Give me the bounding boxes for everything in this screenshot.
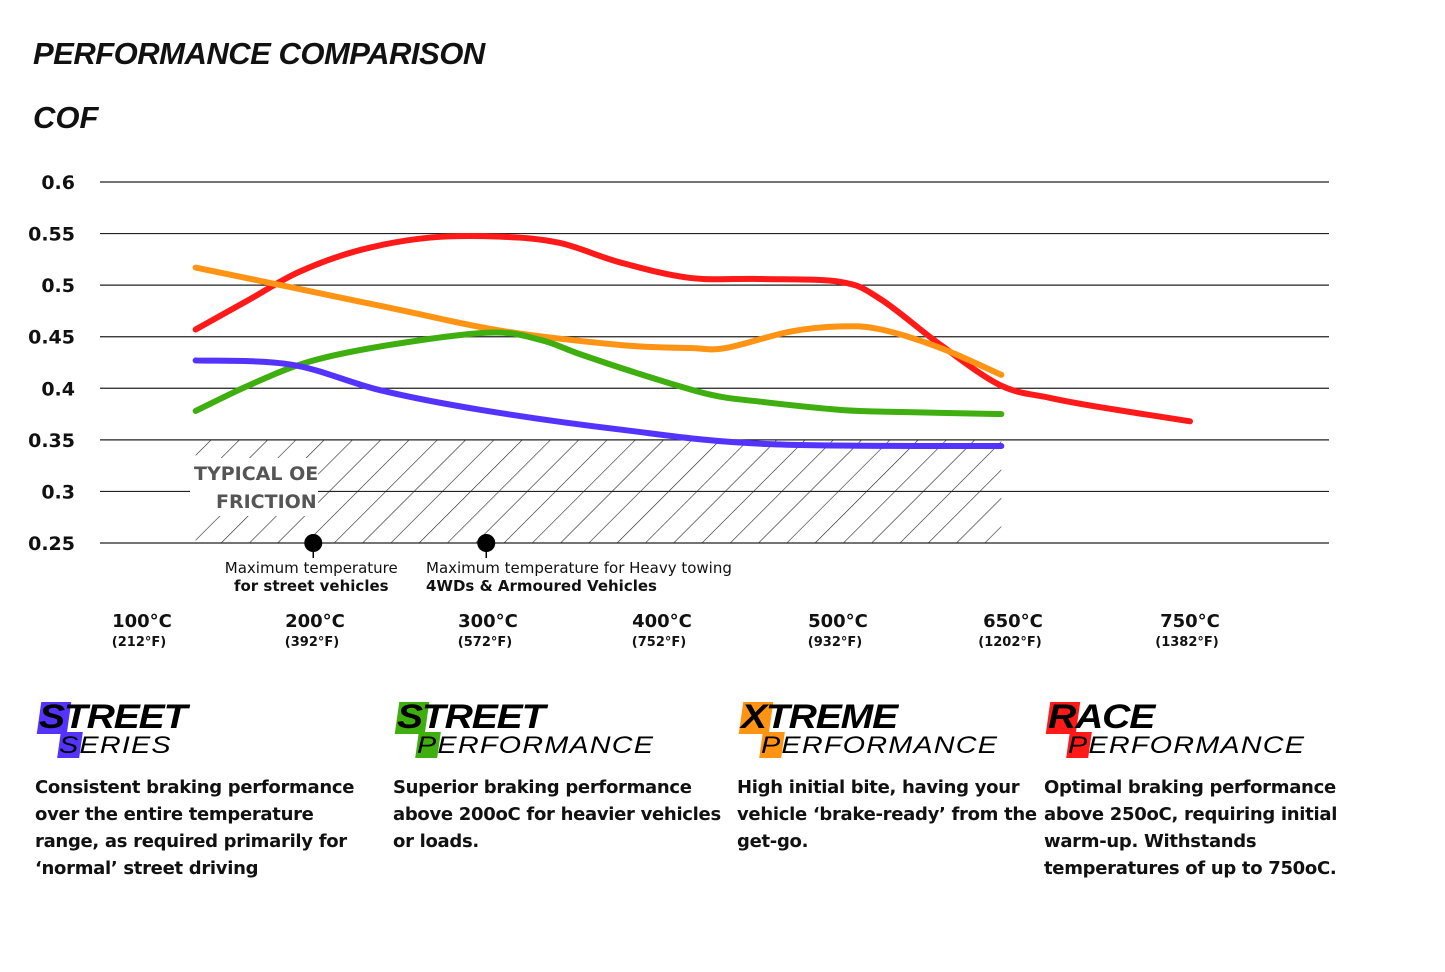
x-tick-label: 400°C [632,611,692,632]
logo-word-2: SERIES [59,732,172,759]
y-tick-label: 0.6 [41,172,75,194]
x-tick-label: 200°C [285,611,345,632]
y-tick-label: 0.25 [28,533,75,555]
legend-description: High initial bite, having your vehicle ‘… [737,777,1037,852]
logo-word-1: RACE [1048,698,1155,736]
series-line-2 [192,329,1005,418]
y-tick-label: 0.3 [41,481,75,503]
region-label-bg [190,458,318,516]
y-tick-label: 0.35 [28,430,75,452]
product-logo: RACE PERFORMANCE [1044,698,1374,762]
y-axis-label: COF [33,100,99,135]
x-tick-label: 500°C [808,611,868,632]
y-tick-label: 0.55 [28,224,75,246]
legend-item: RACE PERFORMANCE Optimal braking perform… [1044,698,1374,882]
logo-word-2: PERFORMANCE [761,732,999,759]
logo-word-2: PERFORMANCE [417,732,655,759]
region-label: TYPICAL OE [194,463,318,485]
x-tick-label: 300°C [458,611,518,632]
x-tick-sublabel: (572°F) [458,635,512,650]
product-logo: XTREME PERFORMANCE [737,698,1067,762]
y-tick-label: 0.4 [41,378,75,400]
annotation-text: Maximum temperature [225,559,398,577]
legend-item: XTREME PERFORMANCE High initial bite, ha… [737,698,1067,855]
x-tick-label: 650°C [983,611,1043,632]
region-label: FRICTION [216,491,317,513]
y-tick-label: 0.45 [28,327,75,349]
logo-word-1: XTREME [741,698,898,736]
legend-item: STREET SERIES Consistent braking perform… [35,698,365,882]
series-line-1 [192,264,1005,378]
product-logo: STREET PERFORMANCE [393,698,723,762]
logo-word-1: STREET [397,698,545,736]
x-tick-sublabel: (752°F) [632,635,686,650]
page-title: PERFORMANCE COMPARISON [33,36,485,71]
typical-oe-friction-region [195,439,1002,543]
x-tick-sublabel: (1202°F) [978,635,1041,650]
legend-description: Consistent braking performance over the … [35,777,355,879]
logo-word-1: STREET [39,698,187,736]
x-tick-label: 100°C [112,611,172,632]
series-line-0 [192,233,1193,425]
product-logo: STREET SERIES [35,698,365,762]
logo-word-2: PERFORMANCE [1068,732,1306,759]
y-tick-label: 0.5 [41,275,75,297]
x-tick-sublabel: (392°F) [285,635,339,650]
x-tick-label: 750°C [1160,611,1220,632]
x-tick-sublabel: (212°F) [112,635,166,650]
legend-description: Superior braking performance above 200oC… [393,777,721,852]
x-tick-sublabel: (1382°F) [1155,635,1218,650]
legend-description: Optimal braking performance above 250oC,… [1044,777,1338,879]
annotation-text: for street vehicles [234,577,389,595]
x-tick-sublabel: (932°F) [808,635,862,650]
series-line-3 [192,357,1005,450]
cof-chart: 0.6 0.55 0.5 0.45 0.4 0.35 0.3 0.25 TYPICAL OE F… [28,172,1329,650]
annotation-text: 4WDs & Armoured Vehicles [426,577,657,595]
annotation-text: Maximum temperature for Heavy towing [426,559,732,577]
legend-item: STREET PERFORMANCE Superior braking perf… [393,698,723,855]
